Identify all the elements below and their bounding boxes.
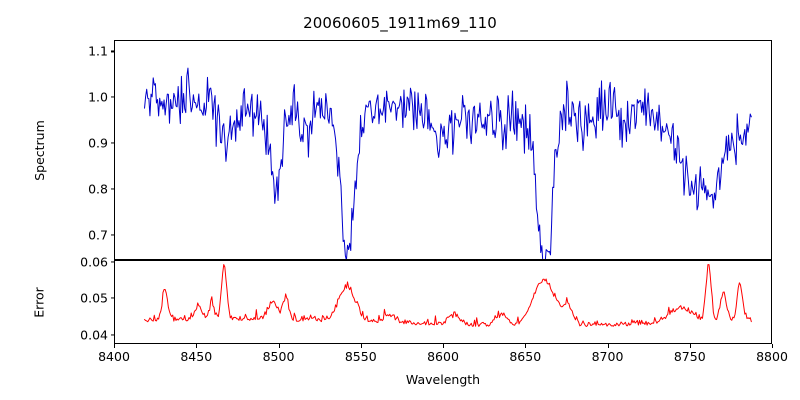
spectrum-axis-label: Spectrum xyxy=(28,40,50,260)
error-series-svg xyxy=(115,261,771,343)
error-plot-area xyxy=(114,260,772,344)
xtick-label: 8550 xyxy=(344,349,377,364)
xtick-mark xyxy=(772,344,774,348)
spectrum-ytick-label: 1.0 xyxy=(88,89,108,105)
spectrum-ytick-label: 0.8 xyxy=(88,181,108,197)
error-ytick-mark xyxy=(110,297,114,299)
xaxis-label: Wavelength xyxy=(405,372,481,387)
error-ytick-mark xyxy=(110,261,114,263)
page-title: 20060605_1911m69_110 xyxy=(303,14,497,32)
spectrum-ytick-mark xyxy=(110,188,114,190)
spectrum-ytick-label: 0.9 xyxy=(88,135,108,151)
xtick-mark xyxy=(114,344,116,348)
xaxis-ticks: 8400 8450 8500 8550 8600 8650 8700 8750 8800 xyxy=(98,344,788,370)
xtick-label: 8650 xyxy=(509,349,542,364)
xtick-mark xyxy=(689,344,691,348)
xtick-mark xyxy=(278,344,280,348)
error-ytick-marks xyxy=(110,260,114,344)
spectrum-ytick-labels: 0.7 0.8 0.9 1.0 1.1 xyxy=(62,40,108,260)
xtick-label: 8700 xyxy=(591,349,624,364)
spectrum-axis-label-text: Spectrum xyxy=(31,119,47,181)
spectrum-ytick-label: 1.1 xyxy=(88,43,108,59)
xtick-mark xyxy=(607,344,609,348)
xtick-mark xyxy=(360,344,362,348)
spectrum-series-svg xyxy=(115,41,771,259)
error-ytick-mark xyxy=(110,334,114,336)
spectrum-ytick-mark xyxy=(110,142,114,144)
spectrum-plot-area xyxy=(114,40,772,260)
error-axis-label-text: Error xyxy=(31,286,47,318)
spectrum-ytick-marks xyxy=(110,40,114,260)
xtick-label: 8600 xyxy=(427,349,459,364)
error-ytick-labels: 0.04 0.05 0.06 xyxy=(62,254,108,344)
spectrum-ytick-mark xyxy=(110,96,114,98)
xtick-label: 8400 xyxy=(98,349,130,364)
spectrum-ytick-mark xyxy=(110,234,114,236)
xtick-mark xyxy=(525,344,527,348)
xtick-mark xyxy=(196,344,198,348)
xtick-label: 8750 xyxy=(673,349,706,364)
error-ytick-label: 0.06 xyxy=(80,254,108,270)
xtick-label: 8800 xyxy=(756,349,788,364)
error-ytick-label: 0.04 xyxy=(80,327,108,343)
xtick-mark xyxy=(443,344,445,348)
xtick-label: 8500 xyxy=(262,349,295,364)
error-axis-label: Error xyxy=(28,260,50,344)
error-ytick-label: 0.05 xyxy=(80,290,108,306)
xtick-label: 8450 xyxy=(180,349,213,364)
spectrum-ytick-label: 0.7 xyxy=(88,227,108,243)
spectrum-ytick-mark xyxy=(110,50,114,52)
